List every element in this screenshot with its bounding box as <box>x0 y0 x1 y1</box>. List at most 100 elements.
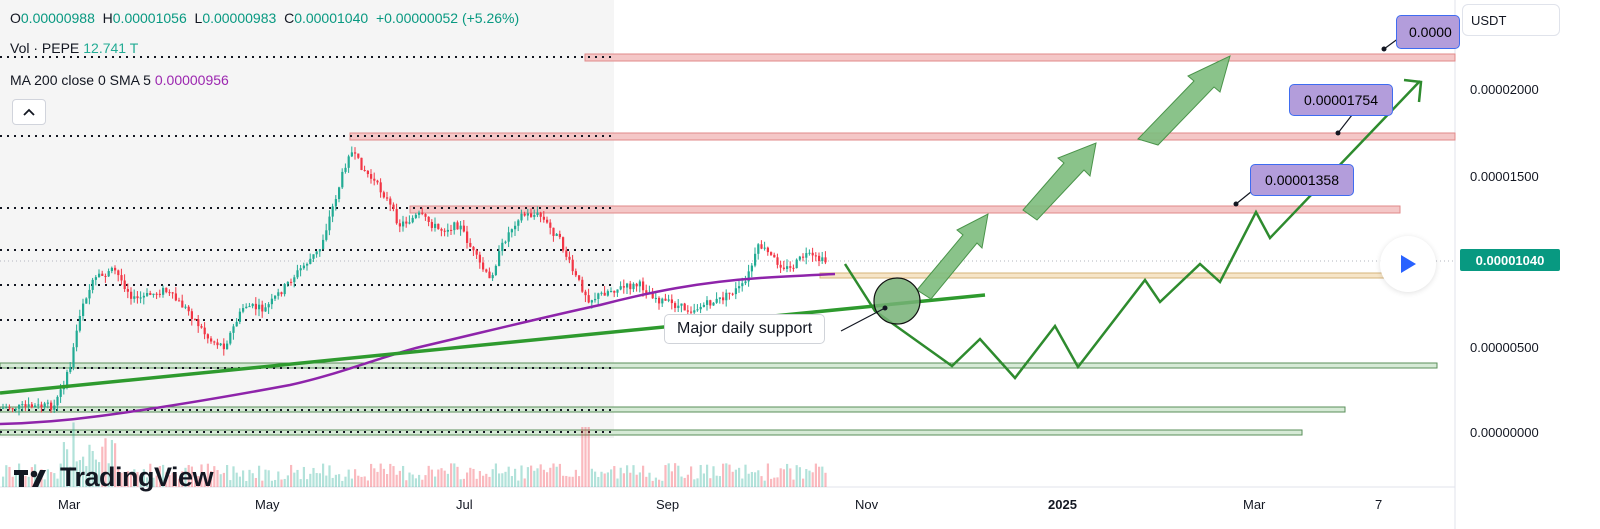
candle-body <box>462 225 465 232</box>
volume-bar <box>744 464 747 487</box>
volume-bar <box>776 477 779 487</box>
volume-bar <box>242 470 245 487</box>
candle-body <box>507 232 510 242</box>
candle-body <box>728 292 731 294</box>
volume-bar <box>725 463 728 487</box>
candle-body <box>213 341 216 343</box>
callout-mid-target[interactable]: 0.00001754 <box>1289 84 1393 116</box>
tradingview-logo[interactable]: TradingView <box>14 462 214 493</box>
volume-bar <box>763 480 766 487</box>
volume-bar <box>536 468 539 487</box>
volume-bar <box>2 476 5 487</box>
volume-bar <box>462 478 465 487</box>
volume-bar <box>274 479 277 487</box>
candle-body <box>619 286 622 290</box>
candle-body <box>286 281 289 285</box>
candle-body <box>366 170 369 175</box>
volume-bar <box>24 475 27 487</box>
candle-body <box>578 275 581 280</box>
candle-body <box>123 280 126 290</box>
candle-body <box>690 311 693 313</box>
volume-bar <box>699 464 702 487</box>
ma-indicator[interactable]: MA 200 close 0 SMA 5 0.00000956 <box>10 72 229 88</box>
candle-body <box>357 153 360 158</box>
support-zone-2 <box>0 406 1346 413</box>
candle-body <box>760 244 763 249</box>
close-label: C <box>284 10 295 26</box>
candle-body <box>750 265 753 272</box>
candle-body <box>341 171 344 188</box>
volume-bar <box>146 477 149 487</box>
candle-body <box>290 281 293 283</box>
candle-body <box>318 249 321 252</box>
candle-body <box>789 266 792 268</box>
volume-bar <box>590 468 593 487</box>
candle-body <box>232 326 235 333</box>
support-zone-1 <box>0 362 1438 369</box>
replay-play-button[interactable] <box>1380 236 1436 292</box>
candle-body <box>114 267 117 271</box>
candle-body <box>37 404 40 406</box>
time-label-jul: Jul <box>456 497 473 512</box>
volume-bar <box>72 422 75 487</box>
price-label-3: 0.00000500 <box>1470 340 1539 355</box>
volume-bar <box>325 475 328 487</box>
volume-bar <box>485 473 488 487</box>
volume-bar <box>190 466 193 487</box>
candle-body <box>738 286 741 289</box>
projected-path <box>843 80 1421 380</box>
candle-body <box>360 157 363 170</box>
candle-body <box>818 255 821 262</box>
candle-body <box>686 310 689 312</box>
candle-body <box>571 259 574 272</box>
low-label: L <box>194 10 203 26</box>
volume-bar <box>366 480 369 487</box>
volume-indicator[interactable]: Vol · PEPE 12.741 T <box>10 40 138 56</box>
volume-bar <box>270 480 273 487</box>
candle-body <box>18 404 21 409</box>
volume-bar <box>322 463 325 487</box>
candle-body <box>110 267 113 272</box>
candle-body <box>338 187 341 200</box>
major-support-label[interactable]: Major daily support <box>664 314 826 344</box>
time-label-2025: 2025 <box>1048 497 1077 512</box>
candle-body <box>683 303 686 311</box>
candle-body <box>190 311 193 319</box>
volume-bar <box>782 469 785 487</box>
volume-bar <box>142 469 145 487</box>
candle-body <box>469 242 472 247</box>
volume-bar <box>469 467 472 487</box>
candle-body <box>53 405 56 410</box>
price-label-1: 0.00002000 <box>1470 82 1539 97</box>
volume-bar <box>766 463 769 487</box>
currency-selector[interactable]: USDT <box>1462 4 1560 36</box>
candle-body <box>312 254 315 259</box>
volume-bar <box>632 465 635 487</box>
callout-top-target[interactable]: 0.0000 <box>1396 15 1460 49</box>
candle-body <box>709 300 712 306</box>
collapse-legend-button[interactable] <box>12 99 46 125</box>
volume-bar <box>238 476 241 487</box>
candle-body <box>552 227 555 236</box>
volume-bar <box>523 478 526 487</box>
volume-bar <box>594 471 597 487</box>
candle-body <box>766 247 769 253</box>
candle-body <box>75 330 78 348</box>
volume-bar <box>200 464 203 487</box>
candle-body <box>69 367 72 372</box>
candle-body <box>46 402 49 404</box>
volume-bar <box>283 478 286 487</box>
candle-body <box>661 298 664 304</box>
volume-bar <box>488 476 491 487</box>
volume-bar <box>728 464 731 487</box>
candle-body <box>203 327 206 335</box>
candle-body <box>107 271 110 277</box>
volume-bar <box>11 476 14 487</box>
candle-body <box>466 231 469 243</box>
volume-bar <box>222 472 225 487</box>
candle-body <box>699 306 702 310</box>
callout-low-target[interactable]: 0.00001358 <box>1250 164 1354 196</box>
volume-bar <box>405 480 408 487</box>
volume-bar <box>30 467 33 487</box>
